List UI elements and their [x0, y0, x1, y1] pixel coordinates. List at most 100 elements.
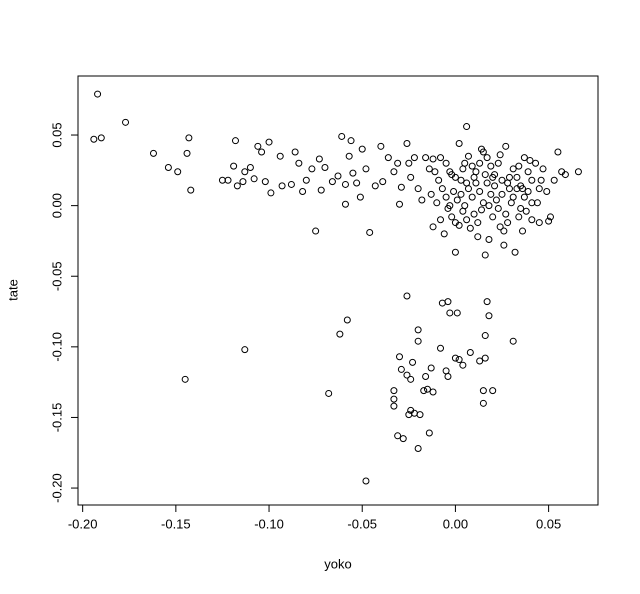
point [396, 200, 404, 208]
point [505, 185, 513, 193]
point [466, 348, 474, 356]
y-tick-label: -0.20 [49, 473, 64, 503]
point [353, 179, 361, 187]
point [437, 344, 445, 352]
point [122, 118, 130, 126]
point [485, 202, 493, 210]
point [464, 185, 472, 193]
point [457, 176, 465, 184]
point [429, 155, 437, 163]
point [239, 178, 247, 186]
point [422, 154, 430, 162]
y-tick-label: -0.05 [49, 261, 64, 291]
point [442, 159, 450, 167]
point [336, 330, 344, 338]
point [481, 332, 489, 340]
point [250, 175, 258, 183]
point [433, 199, 441, 207]
y-tick-label: -0.15 [49, 403, 64, 433]
point [543, 188, 551, 196]
point [470, 210, 478, 218]
point [425, 165, 433, 173]
point [483, 154, 491, 162]
point [390, 168, 398, 176]
point [487, 190, 495, 198]
point [425, 429, 433, 437]
point [485, 236, 493, 244]
point [90, 135, 98, 143]
point [394, 432, 402, 440]
point [496, 223, 504, 231]
point [509, 165, 517, 173]
point [302, 176, 310, 184]
point [258, 148, 266, 156]
point [574, 168, 582, 176]
point [414, 445, 422, 453]
point [149, 149, 157, 157]
point [420, 387, 428, 395]
point [492, 196, 500, 204]
point [550, 176, 558, 184]
point [513, 173, 521, 181]
point [409, 358, 417, 366]
point [450, 188, 458, 196]
y-tick-label: 0.00 [49, 193, 64, 218]
point [470, 173, 478, 181]
point [485, 312, 493, 320]
point [494, 204, 502, 212]
point [502, 142, 510, 150]
point [472, 179, 480, 187]
point [384, 154, 392, 162]
point [437, 216, 445, 224]
point [463, 179, 471, 187]
point [446, 202, 454, 210]
point [403, 139, 411, 147]
point [278, 182, 286, 190]
point [528, 176, 536, 184]
point [466, 224, 474, 232]
point [429, 388, 437, 396]
point [403, 292, 411, 300]
point [451, 354, 459, 362]
x-axis-label: yoko [324, 556, 351, 571]
point [414, 185, 422, 193]
point [347, 137, 355, 145]
point [394, 159, 402, 167]
point [241, 168, 249, 176]
point [478, 206, 486, 214]
point [479, 387, 487, 395]
point [463, 123, 471, 131]
point [321, 164, 329, 172]
point [496, 151, 504, 159]
point [537, 176, 545, 184]
point [334, 172, 342, 180]
point [390, 402, 398, 410]
y-tick-label: 0.05 [49, 122, 64, 147]
point [267, 189, 275, 197]
point [407, 173, 415, 181]
point [312, 227, 320, 235]
point [448, 213, 456, 221]
x-tick-label: -0.20 [68, 516, 98, 531]
point [399, 435, 407, 443]
plot-frame [77, 75, 599, 506]
point [474, 233, 482, 241]
point [468, 193, 476, 201]
point [341, 200, 349, 208]
point [276, 152, 284, 160]
point [546, 213, 554, 221]
point [524, 188, 532, 196]
point [341, 180, 349, 188]
point [489, 213, 497, 221]
point [403, 371, 411, 379]
point [533, 199, 541, 207]
point [489, 173, 497, 181]
point [396, 353, 404, 361]
point [295, 159, 303, 167]
point [390, 387, 398, 395]
point [254, 142, 262, 150]
point [422, 372, 430, 380]
point [535, 219, 543, 227]
point [519, 185, 527, 193]
